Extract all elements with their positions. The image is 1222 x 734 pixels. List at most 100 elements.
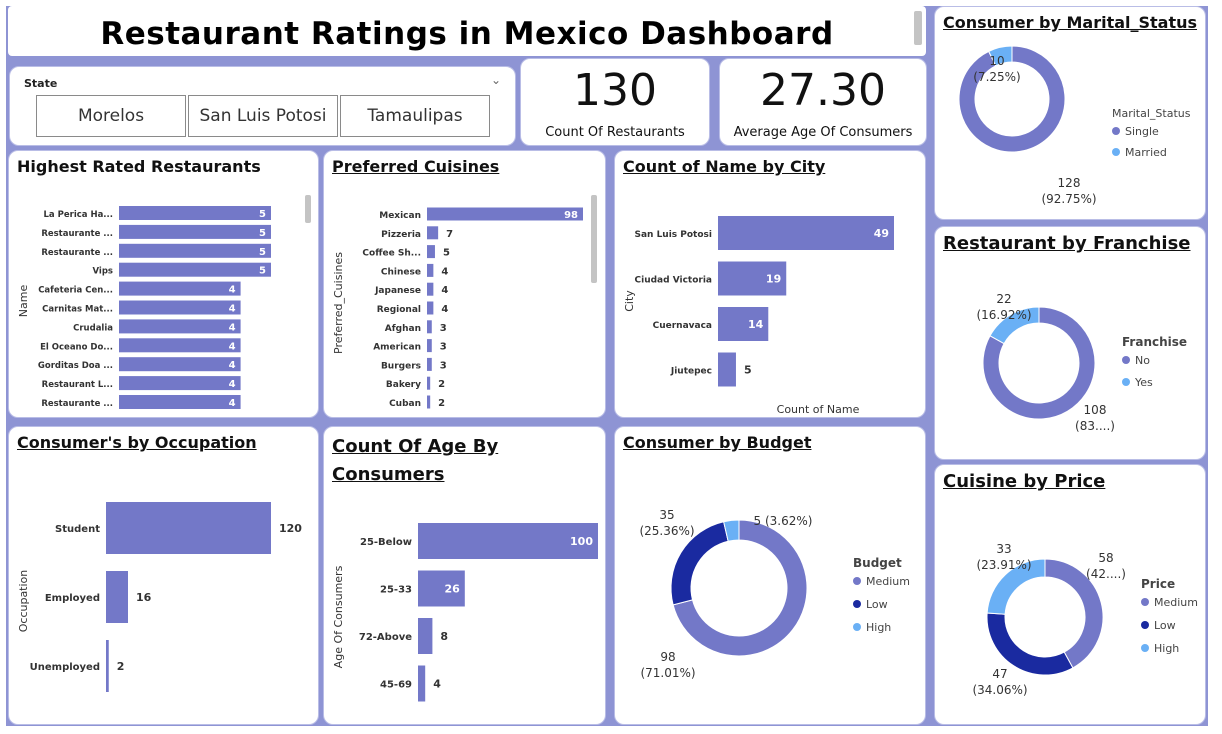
- data-label: 3: [440, 360, 447, 371]
- franchise-card: Restaurant by Franchise 108 (83....) 22 (16…: [934, 226, 1206, 460]
- budget-chart: 98 (71.01%) 35 (25.36%) 5 (3.62%) Budget Mediu…: [639, 508, 910, 680]
- city-card: Count of Name by City San Luis Potosi 49 C…: [614, 150, 926, 418]
- tick-label: Restaurante ...: [41, 248, 113, 258]
- bar: [427, 301, 434, 315]
- bar: [119, 357, 241, 372]
- data-label: 14: [748, 318, 764, 331]
- bar: [427, 245, 435, 259]
- dashboard-canvas: Restaurant Ratings in Mexico Dashboard S…: [6, 6, 1208, 726]
- chart-title: Consumer's by Occupation: [17, 433, 257, 452]
- data-label: 5: [259, 209, 266, 220]
- legend-entry: Medium: [1154, 596, 1198, 609]
- legend-marker: [1122, 378, 1130, 386]
- legend-marker: [1141, 598, 1149, 606]
- pie-slice: [986, 612, 1074, 676]
- legend-marker: [853, 577, 861, 585]
- kpi-label: Count Of Restaurants: [545, 125, 685, 140]
- data-label: 100: [570, 535, 593, 548]
- bar: [427, 226, 439, 240]
- age-card: Count Of Age By Consumers 25-Below 100 25-…: [323, 426, 606, 725]
- page-title: Restaurant Ratings in Mexico Dashboard: [100, 16, 834, 52]
- data-label: 4: [433, 678, 441, 691]
- tick-label: 25-33: [380, 585, 412, 596]
- tick-label: 25-Below: [360, 537, 412, 548]
- tick-label: San Luis Potosi: [634, 230, 712, 240]
- tick-label: Crudalia: [73, 323, 113, 333]
- chart-title: Cuisine by Price: [943, 471, 1106, 492]
- preferred-cuisines-card: Preferred Cuisines Mexican 98 Pizzeria 7 Cof…: [323, 150, 606, 418]
- scrollbar-thumb[interactable]: [591, 195, 597, 283]
- y-axis-label: Preferred_Cuisines: [332, 252, 345, 354]
- tick-label: 72-Above: [359, 632, 412, 643]
- scrollbar-thumb[interactable]: [305, 195, 311, 223]
- x-axis-label: Count of Name: [777, 403, 860, 416]
- chevron-down-icon[interactable]: ⌄: [490, 73, 501, 87]
- bar: [106, 502, 271, 554]
- tick-label: Vips: [93, 267, 114, 277]
- data-label: 5: [259, 247, 266, 258]
- tick-label: Carnitas Mat...: [42, 305, 113, 315]
- data-label: 4: [229, 360, 236, 371]
- data-label: 4: [229, 379, 236, 390]
- data-label: 98: [564, 210, 578, 221]
- data-label: 4: [229, 398, 236, 409]
- tick-label: Restaurant L...: [42, 380, 113, 390]
- data-label: 108: [1084, 403, 1107, 417]
- chart-title: Count of Name by City: [623, 157, 826, 176]
- price-chart: 58 (42....) 47 (34.06%) 33 (23.91%) Price Mediu…: [972, 542, 1198, 697]
- slicer-option-morelos[interactable]: Morelos: [36, 95, 186, 137]
- data-label: 49: [874, 227, 889, 240]
- kpi-count-restaurants: 130 Count Of Restaurants: [520, 58, 710, 146]
- bar: [119, 395, 241, 409]
- data-label-percent: (16.92%): [976, 308, 1031, 322]
- data-label: 16: [136, 591, 152, 604]
- tick-label: Bakery: [386, 380, 421, 390]
- data-label: 2: [438, 398, 445, 409]
- data-label-percent: (7.25%): [973, 70, 1020, 84]
- legend-marker: [1141, 621, 1149, 629]
- bar: [119, 338, 241, 353]
- kpi-value: 130: [573, 65, 657, 116]
- data-label: 4: [229, 285, 236, 296]
- legend-marker: [1112, 148, 1120, 156]
- data-label: 5: [443, 248, 450, 259]
- bar: [119, 300, 241, 315]
- slicer-option-san-luis-potosi[interactable]: San Luis Potosi: [188, 95, 338, 137]
- bar: [418, 618, 433, 654]
- y-axis-label: Name: [17, 285, 30, 318]
- chart-title: Consumer by Budget: [623, 433, 812, 452]
- occupation-card: Consumer's by Occupation Student 120 Emplo…: [8, 426, 319, 725]
- data-label: 98: [660, 650, 675, 664]
- chart-title: Highest Rated Restaurants: [17, 157, 261, 176]
- pie-slice: [982, 306, 1096, 420]
- tick-label: 45-69: [380, 680, 412, 691]
- bar: [427, 376, 431, 390]
- bar: [427, 282, 434, 296]
- data-label-percent: (92.75%): [1041, 192, 1096, 206]
- legend-entry: High: [866, 621, 891, 634]
- legend-marker: [853, 600, 861, 608]
- data-label: 4: [441, 266, 448, 277]
- bar: [106, 640, 109, 692]
- data-label: 7: [446, 229, 453, 240]
- bar: [119, 281, 241, 296]
- data-label: 35: [659, 508, 674, 522]
- data-label-percent: (71.01%): [640, 666, 695, 680]
- scrollbar-thumb[interactable]: [914, 11, 922, 45]
- bar: [106, 571, 128, 623]
- bar: [427, 207, 583, 221]
- data-label: 10: [989, 54, 1004, 68]
- data-label: 120: [279, 522, 302, 535]
- data-label: 4: [441, 285, 448, 296]
- tick-label: Cuban: [389, 399, 421, 409]
- slicer-option-tamaulipas[interactable]: Tamaulipas: [340, 95, 490, 137]
- pie-slice: [988, 45, 1013, 67]
- kpi-value: 27.30: [760, 65, 886, 116]
- bar: [418, 570, 465, 607]
- y-axis-label: Occupation: [17, 570, 30, 633]
- tick-label: Gorditas Doa ...: [38, 361, 113, 371]
- legend-entry: Low: [1154, 619, 1176, 632]
- pie-slice: [672, 519, 808, 657]
- data-label: 5 (3.62%): [754, 514, 813, 528]
- price-card: Cuisine by Price 58 (42....) 47 (34.06%) 33 (…: [934, 464, 1206, 725]
